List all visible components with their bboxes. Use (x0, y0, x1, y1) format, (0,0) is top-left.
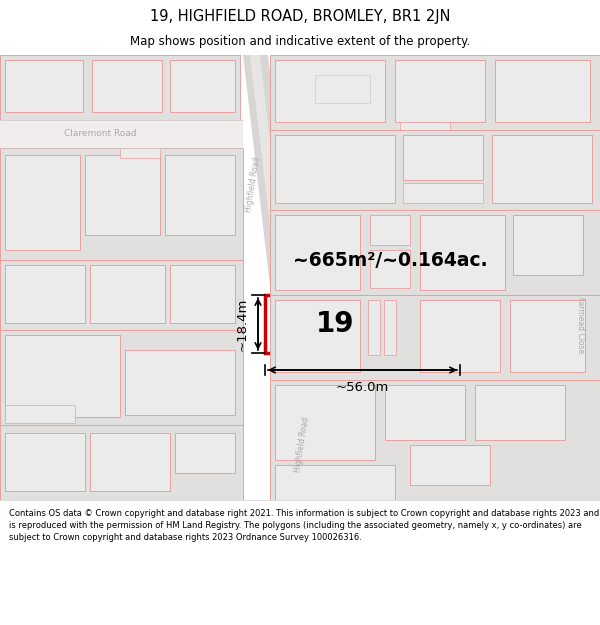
Polygon shape (250, 55, 312, 500)
Polygon shape (270, 210, 600, 295)
Polygon shape (5, 265, 85, 323)
Polygon shape (170, 60, 235, 112)
Polygon shape (475, 385, 565, 440)
Polygon shape (5, 433, 85, 491)
Polygon shape (395, 60, 485, 122)
Text: Farmead Close: Farmead Close (577, 297, 586, 353)
Polygon shape (0, 330, 243, 425)
Polygon shape (5, 60, 83, 112)
Polygon shape (495, 60, 590, 122)
Polygon shape (170, 265, 235, 323)
Polygon shape (85, 155, 160, 235)
Polygon shape (120, 148, 160, 158)
Polygon shape (165, 155, 235, 235)
Polygon shape (275, 135, 395, 203)
Polygon shape (92, 60, 162, 112)
Text: ~56.0m: ~56.0m (336, 381, 389, 394)
Polygon shape (270, 55, 600, 130)
Polygon shape (370, 215, 410, 245)
Text: 19: 19 (316, 310, 354, 338)
Text: Claremont Road: Claremont Road (64, 129, 136, 139)
Polygon shape (270, 295, 600, 380)
Polygon shape (403, 183, 483, 203)
Polygon shape (400, 122, 450, 132)
Polygon shape (275, 60, 385, 122)
Polygon shape (5, 405, 75, 423)
Text: Contains OS data © Crown copyright and database right 2021. This information is : Contains OS data © Crown copyright and d… (9, 509, 599, 542)
Polygon shape (0, 148, 243, 260)
Polygon shape (0, 425, 243, 500)
Polygon shape (175, 433, 235, 473)
Polygon shape (315, 75, 370, 103)
Polygon shape (275, 385, 375, 460)
Polygon shape (270, 130, 600, 210)
Polygon shape (368, 300, 380, 355)
Polygon shape (90, 265, 165, 323)
Polygon shape (385, 385, 465, 440)
Polygon shape (0, 55, 240, 120)
Polygon shape (420, 300, 500, 372)
Polygon shape (555, 220, 600, 500)
Polygon shape (270, 380, 600, 500)
Polygon shape (420, 215, 505, 290)
Polygon shape (403, 135, 483, 180)
Polygon shape (410, 445, 490, 485)
Polygon shape (5, 335, 120, 417)
Polygon shape (275, 215, 360, 290)
Text: Map shows position and indicative extent of the property.: Map shows position and indicative extent… (130, 35, 470, 48)
Polygon shape (492, 135, 592, 203)
Polygon shape (370, 250, 410, 288)
Polygon shape (513, 215, 583, 275)
Text: 19, HIGHFIELD ROAD, BROMLEY, BR1 2JN: 19, HIGHFIELD ROAD, BROMLEY, BR1 2JN (150, 9, 450, 24)
Text: Highfield Road: Highfield Road (293, 417, 311, 473)
Polygon shape (5, 155, 80, 250)
Text: ~665m²/~0.164ac.: ~665m²/~0.164ac. (293, 251, 487, 269)
Polygon shape (510, 300, 585, 372)
Polygon shape (384, 300, 396, 355)
Polygon shape (265, 295, 460, 353)
Polygon shape (90, 433, 170, 491)
Polygon shape (275, 300, 360, 372)
Polygon shape (125, 350, 235, 415)
Text: Highfield Road: Highfield Road (244, 157, 262, 213)
Polygon shape (275, 465, 395, 510)
Polygon shape (0, 120, 243, 148)
Polygon shape (0, 260, 243, 330)
Polygon shape (243, 55, 320, 500)
Text: ~18.4m: ~18.4m (236, 298, 249, 351)
